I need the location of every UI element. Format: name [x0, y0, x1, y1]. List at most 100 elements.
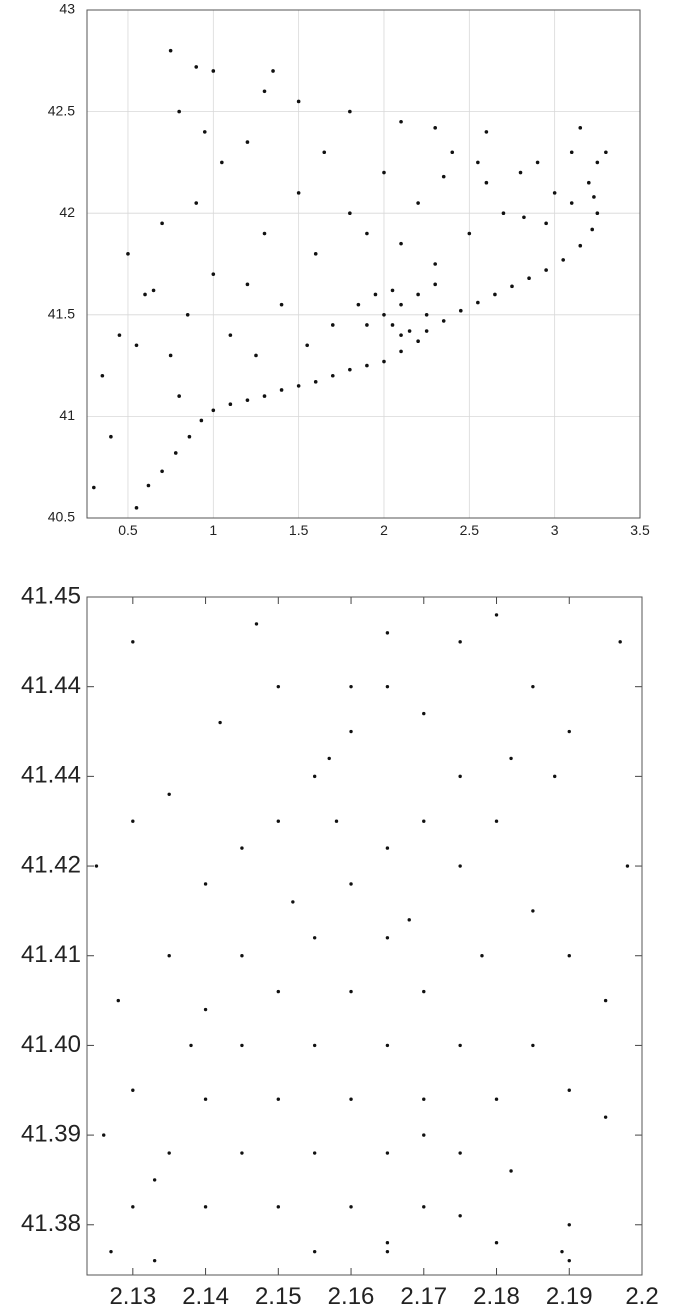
point — [544, 221, 548, 226]
point — [211, 69, 216, 73]
point — [422, 989, 426, 994]
point — [131, 819, 135, 823]
point — [578, 126, 583, 130]
point — [399, 333, 403, 337]
point — [416, 201, 420, 205]
point — [522, 215, 526, 220]
point — [595, 211, 600, 215]
point — [385, 631, 390, 635]
point — [160, 221, 164, 226]
point — [441, 174, 446, 179]
point — [458, 640, 462, 644]
x-tick-label: 2.14 — [182, 1283, 229, 1305]
y-tick-label: 41.44 — [21, 672, 81, 699]
point — [187, 434, 192, 439]
point — [494, 1241, 499, 1245]
point — [527, 276, 531, 281]
x-tick-label: 2.2 — [625, 1283, 658, 1305]
point — [385, 1043, 390, 1048]
point — [189, 1043, 193, 1048]
point — [211, 272, 216, 276]
point — [561, 258, 565, 262]
y-tick-label: 42 — [59, 204, 75, 220]
point — [458, 864, 462, 868]
point — [365, 363, 369, 368]
point — [276, 819, 281, 823]
point — [424, 329, 429, 333]
point — [603, 998, 608, 1003]
point — [422, 711, 426, 716]
point — [126, 252, 130, 256]
x-tick-label: 1.5 — [289, 522, 309, 538]
point — [416, 292, 420, 297]
point — [312, 1043, 317, 1048]
point — [578, 243, 583, 248]
point — [407, 329, 412, 333]
point — [168, 48, 173, 53]
point — [373, 292, 378, 297]
point — [510, 284, 514, 289]
point — [167, 792, 171, 797]
point — [567, 1223, 571, 1227]
point — [385, 1151, 390, 1155]
point — [382, 313, 386, 317]
point — [185, 313, 190, 317]
point — [211, 408, 216, 413]
point — [100, 373, 105, 378]
point — [567, 729, 571, 734]
point — [131, 1205, 135, 1209]
point — [569, 150, 574, 155]
point — [349, 882, 353, 886]
point — [458, 1043, 462, 1048]
point — [94, 864, 99, 868]
point — [194, 201, 199, 205]
point — [467, 231, 472, 236]
point — [590, 227, 595, 232]
point — [102, 1133, 106, 1137]
point — [240, 1043, 244, 1048]
point — [245, 140, 250, 144]
point — [349, 1097, 353, 1101]
x-tick-label: 2.13 — [109, 1283, 156, 1305]
point — [476, 160, 480, 165]
point — [422, 1097, 426, 1101]
point — [544, 268, 548, 272]
point — [509, 1169, 513, 1173]
y-tick-label: 41.38 — [21, 1210, 81, 1237]
point — [531, 909, 535, 913]
point — [390, 323, 395, 327]
point — [152, 1178, 157, 1182]
y-tick-label: 41.5 — [48, 306, 75, 322]
y-tick-label: 41.42 — [21, 851, 81, 878]
y-tick-label: 41.45 — [21, 582, 81, 609]
point — [433, 282, 437, 287]
point — [109, 434, 113, 439]
point — [245, 398, 250, 402]
point — [356, 302, 361, 307]
point — [494, 1097, 499, 1101]
point — [313, 380, 318, 384]
point — [382, 359, 386, 364]
point — [493, 292, 497, 297]
point — [567, 1258, 571, 1263]
point — [385, 1241, 390, 1245]
point — [484, 180, 489, 185]
x-tick-label: 0.5 — [118, 522, 138, 538]
point — [385, 1249, 390, 1254]
point — [399, 302, 403, 307]
point — [484, 130, 489, 134]
y-tick-label: 40.5 — [48, 509, 75, 525]
point — [531, 1043, 535, 1048]
point — [569, 201, 574, 205]
point — [349, 989, 353, 994]
point — [240, 1151, 244, 1155]
point — [134, 343, 139, 348]
point — [262, 89, 267, 94]
point — [625, 864, 630, 868]
point — [567, 954, 571, 958]
point — [254, 353, 258, 358]
point — [385, 846, 390, 850]
point — [276, 989, 281, 994]
